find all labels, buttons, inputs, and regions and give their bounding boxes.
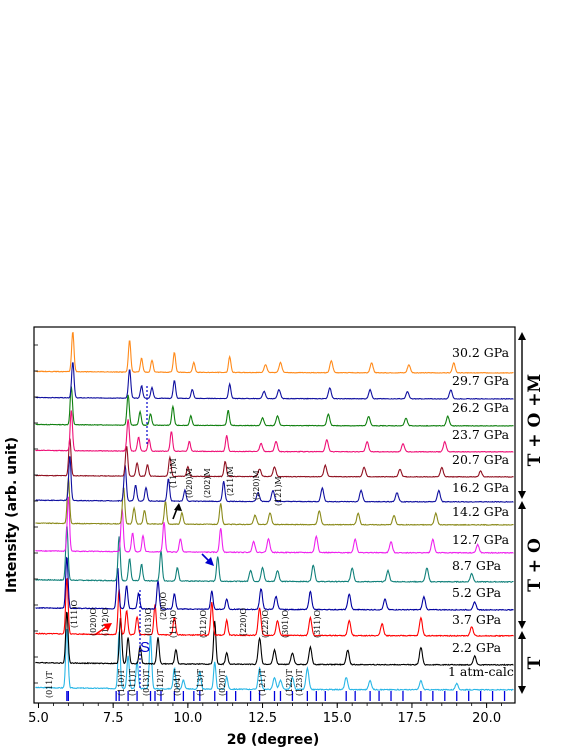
- refl-orth-112: (112)O: [101, 607, 110, 636]
- series-label: 3.7 GPa: [452, 612, 502, 627]
- series-label: 23.7 GPa: [452, 427, 510, 442]
- arrow-icon-black: [172, 503, 182, 520]
- x-tick-label: 10.0: [173, 711, 202, 726]
- series-line: [35, 556, 514, 612]
- phase-bracket-t: [518, 631, 526, 694]
- refl-orth-301: (301)O: [281, 609, 290, 638]
- series-label: 12.7 GPa: [452, 532, 510, 547]
- refl-orth-200: (200)O: [159, 591, 168, 620]
- refl-orth-212: (212)O: [199, 609, 208, 638]
- refl-orth-013: (013)O: [144, 607, 153, 636]
- refl-orth-113: (113)O: [169, 609, 178, 638]
- refl-mono-111: (111)M: [169, 458, 178, 488]
- x-axis-title: 2θ (degree): [227, 732, 319, 748]
- refl-calc-020: (020)T: [218, 668, 227, 696]
- refl-calc-013: (013)T: [142, 668, 151, 696]
- series-label: 8.7 GPa: [452, 558, 502, 573]
- y-axis-title: Intensity (arb. unit): [4, 437, 20, 593]
- refl-orth-222: (222)O: [261, 609, 270, 638]
- series-label: 14.2 GPa: [452, 504, 510, 519]
- refl-calc-112: (112)T: [156, 668, 165, 696]
- series-label: 5.2 GPa: [452, 585, 502, 600]
- refl-orth-220: (220)O: [239, 607, 248, 636]
- series-label: 1 atm-calc: [448, 664, 514, 679]
- arrow-icon-blue: [201, 553, 214, 566]
- refl-mono-121: (121)M: [274, 476, 283, 506]
- phase-bracket-tom: [518, 332, 526, 499]
- series-label: 20.7 GPa: [452, 452, 510, 467]
- series-line: [35, 410, 514, 453]
- series-label: 29.7 GPa: [452, 373, 510, 388]
- series-line: [35, 456, 514, 503]
- refl-mono-020: (020)M: [185, 468, 194, 498]
- series-label: 16.2 GPa: [452, 480, 510, 495]
- series-label: 2.2 GPa: [452, 640, 502, 655]
- plot-frame: [33, 326, 516, 704]
- refl-calc-111: (111)T: [128, 668, 137, 696]
- series-group: [35, 331, 514, 692]
- series-line: [35, 577, 514, 638]
- series-label: 30.2 GPa: [452, 345, 510, 360]
- x-axis: 5.0 7.5 10.0 12.5 15.0 17.5 20.0: [28, 344, 502, 726]
- series-line: [35, 386, 514, 427]
- refl-calc-110: (110)T: [117, 668, 126, 696]
- reflection-labels: (011)T (110)T (111)T (013)T (112)T (004)…: [45, 458, 322, 698]
- refl-calc-004: (004)T: [173, 668, 182, 696]
- phase-label-tom: T + O +M: [525, 374, 545, 467]
- pressure-labels: 1 atm-calc 2.2 GPa 3.7 GPa 5.2 GPa 8.7 GPa 12…: [448, 345, 514, 679]
- series-line: [35, 331, 514, 374]
- refl-orth-311: (311)O: [313, 609, 322, 638]
- phase-label-t: T: [525, 656, 545, 669]
- series-line: [35, 438, 514, 478]
- phase-bracket-to: [518, 501, 526, 629]
- x-tick-label: 15.0: [323, 711, 352, 726]
- refl-mono-220: (220)M: [252, 470, 261, 500]
- refl-calc-122: (122)T: [285, 668, 294, 696]
- refl-orth-020: (020)O: [89, 607, 98, 636]
- x-tick-label: 5.0: [28, 711, 49, 726]
- refl-mono-202: (202)M: [203, 468, 212, 498]
- annotation-s: S: [140, 639, 150, 656]
- x-tick-label: 17.5: [397, 711, 426, 726]
- calc-tick-marks: [66, 691, 506, 701]
- refl-calc-123: (123)T: [295, 668, 304, 696]
- refl-mono-211: (211)M: [226, 466, 235, 496]
- x-tick-label: 7.5: [103, 711, 124, 726]
- refl-orth-111: (111)O: [70, 599, 79, 628]
- series-line: [35, 362, 514, 400]
- arrow-icon-red: [95, 623, 112, 635]
- phase-label-to: T + O: [525, 538, 545, 592]
- x-tick-label: 12.5: [248, 711, 277, 726]
- refl-calc-113: (113)T: [196, 668, 205, 696]
- series-line: [35, 628, 514, 692]
- series-line: [35, 611, 514, 667]
- refl-calc-121: (121)T: [258, 668, 267, 696]
- series-label: 26.2 GPa: [452, 400, 510, 415]
- series-line: [35, 477, 514, 527]
- refl-calc-011: (011)T: [45, 670, 54, 698]
- series-line: [35, 526, 514, 584]
- series-line: [35, 496, 514, 554]
- x-tick-label: 20.0: [472, 711, 501, 726]
